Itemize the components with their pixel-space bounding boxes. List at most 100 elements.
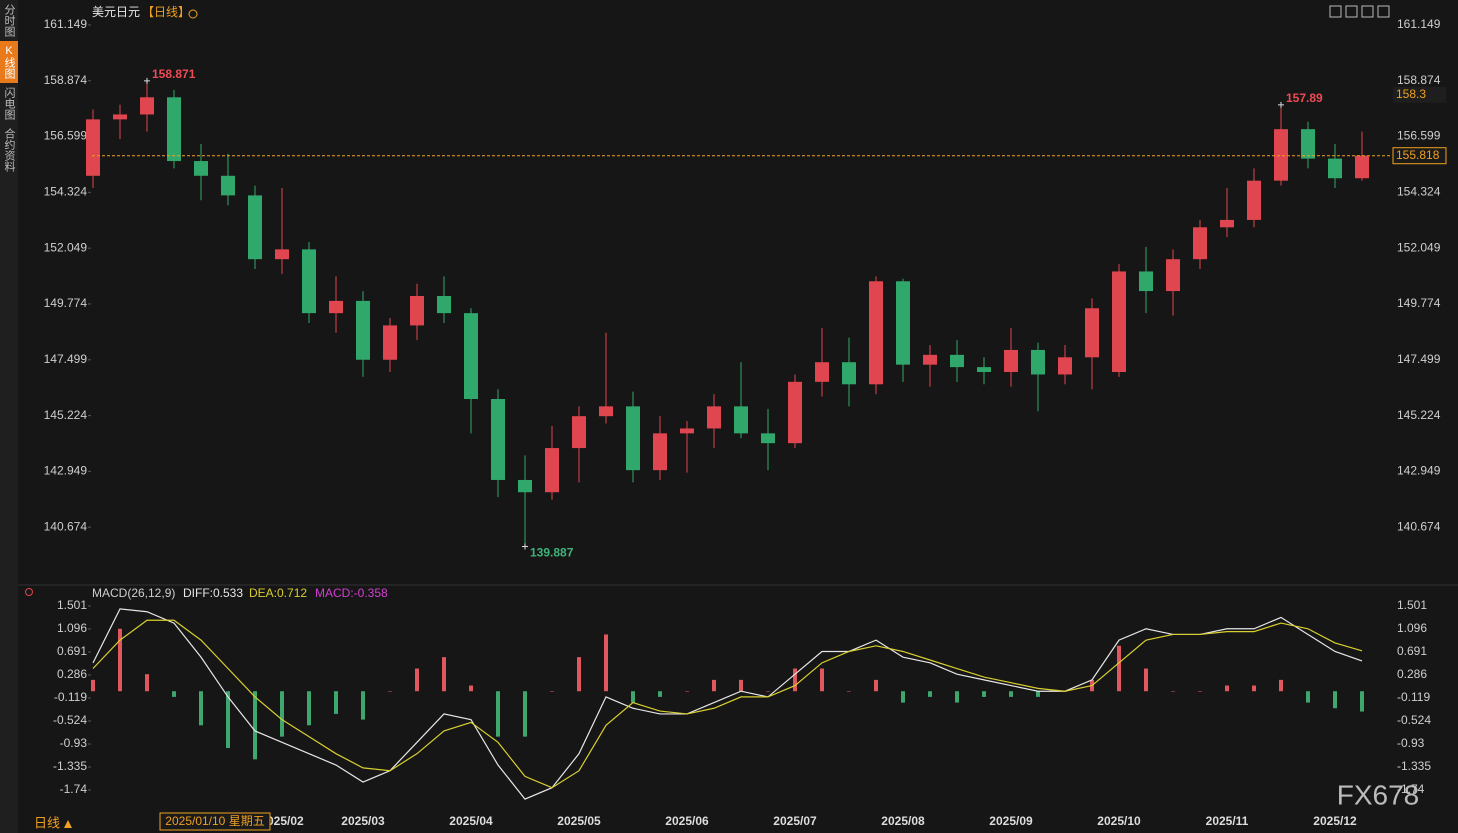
y-tick-label: -0.524: [53, 713, 87, 727]
x-tick-label: 2025/03: [341, 814, 385, 828]
toolbar[interactable]: [1329, 5, 1390, 18]
y-tick-label: 156.599: [44, 129, 88, 143]
candle-body: [140, 97, 154, 115]
macd-bar: [199, 691, 203, 726]
period-arrow[interactable]: [64, 820, 72, 828]
price-marker-box: [1393, 86, 1446, 103]
tab[interactable]: 闪电图: [3, 87, 15, 120]
candle-body: [572, 416, 586, 449]
macd-line: [92, 619, 1363, 789]
macd-bar: [334, 691, 338, 714]
candle-body: [977, 367, 991, 373]
legend-diff: DIFF:0.533: [183, 586, 243, 600]
macd-bar: [280, 691, 284, 737]
candle-body: [437, 295, 451, 314]
x-tick-label: 2025/06: [665, 814, 709, 828]
period-footer[interactable]: 日线: [34, 815, 60, 830]
y-tick-label-right: 145.224: [1397, 408, 1441, 422]
y-tick-label: 154.324: [44, 185, 88, 199]
macd-bar: [496, 691, 500, 737]
candle-body: [1058, 357, 1072, 375]
macd-bar: [685, 691, 689, 692]
macd-bar: [1360, 691, 1364, 712]
macd-bar: [955, 691, 959, 703]
macd-bar: [793, 668, 797, 692]
candle-body: [599, 406, 613, 417]
macd-bar: [91, 679, 95, 692]
tool-button[interactable]: [1345, 5, 1358, 18]
candle-body: [167, 97, 181, 162]
candle-body: [1193, 227, 1207, 260]
candle-body: [950, 354, 964, 368]
candle-body: [1328, 158, 1342, 179]
candle-body: [1112, 271, 1126, 373]
y-tick-label-right: 1.096: [1397, 621, 1427, 635]
y-tick-label: 158.874: [44, 73, 88, 87]
macd-bar: [1009, 691, 1013, 697]
tab[interactable]: 分时图: [3, 4, 15, 37]
tool-button[interactable]: [1329, 5, 1342, 18]
cursor-label-box: [159, 812, 271, 831]
y-tick-label-right: -0.119: [1397, 690, 1430, 704]
y-tick-label: 1.501: [57, 598, 87, 612]
tool-button[interactable]: [1361, 5, 1374, 18]
add-icon[interactable]: [188, 9, 198, 19]
macd-bar: [388, 691, 392, 692]
macd-bar: [469, 685, 473, 692]
y-tick-label: -1.74: [60, 782, 88, 796]
macd-bar: [658, 691, 662, 697]
macd-bar: [712, 679, 716, 692]
candle-body: [248, 195, 262, 260]
last-price-box: [1392, 147, 1447, 165]
macd-bar: [172, 691, 176, 697]
macd-bar: [442, 657, 446, 692]
settings-icon[interactable]: [25, 588, 33, 596]
candle-body: [842, 362, 856, 385]
candle-body: [896, 281, 910, 365]
macd-title: MACD(26,12,9): [92, 586, 175, 600]
tab[interactable]: K线图: [0, 41, 18, 83]
y-tick-label: 0.691: [57, 644, 87, 658]
y-tick-label-right: -0.524: [1397, 713, 1431, 727]
y-tick-label-right: 158.874: [1397, 73, 1441, 87]
macd-bar: [415, 668, 419, 692]
candle-body: [491, 399, 505, 480]
macd-line: [92, 608, 1363, 800]
x-tick-label: 2025/02: [260, 814, 304, 828]
cursor-label: 2025/01/10 星期五: [165, 814, 264, 828]
y-tick-label: 152.049: [44, 240, 88, 254]
y-tick-label: -0.93: [60, 736, 88, 750]
macd-bar: [820, 668, 824, 692]
tool-button[interactable]: [1377, 5, 1390, 18]
candle-body: [1139, 271, 1153, 292]
candle-body: [86, 119, 100, 176]
y-tick-label: 142.949: [44, 464, 88, 478]
tab[interactable]: 合约资料: [3, 128, 15, 172]
macd-bar: [1144, 668, 1148, 692]
candle-body: [869, 281, 883, 385]
candle-body: [194, 161, 208, 176]
macd-bar: [361, 691, 365, 720]
macd-bar: [766, 691, 770, 692]
candle-body: [653, 433, 667, 471]
candle-body: [1031, 349, 1045, 375]
y-tick-label-right: 152.049: [1397, 240, 1441, 254]
macd-bar: [604, 634, 608, 692]
candle-body: [275, 249, 289, 260]
y-tick-label: 145.224: [44, 408, 88, 422]
candle-body: [707, 406, 721, 429]
y-tick-label: 147.499: [44, 352, 88, 366]
y-tick-label-right: 142.949: [1397, 464, 1441, 478]
annotation-cross: [1278, 101, 1284, 108]
macd-bar: [1333, 691, 1337, 709]
macd-bar: [307, 691, 311, 726]
macd-bar: [1117, 645, 1121, 692]
candle-body: [302, 249, 316, 314]
candle-body: [1166, 259, 1180, 292]
annotation-cross: [144, 77, 150, 84]
candle-body: [761, 433, 775, 444]
candle-body: [1220, 219, 1234, 228]
chart-subtitle[interactable]: 【日线】: [142, 5, 190, 19]
